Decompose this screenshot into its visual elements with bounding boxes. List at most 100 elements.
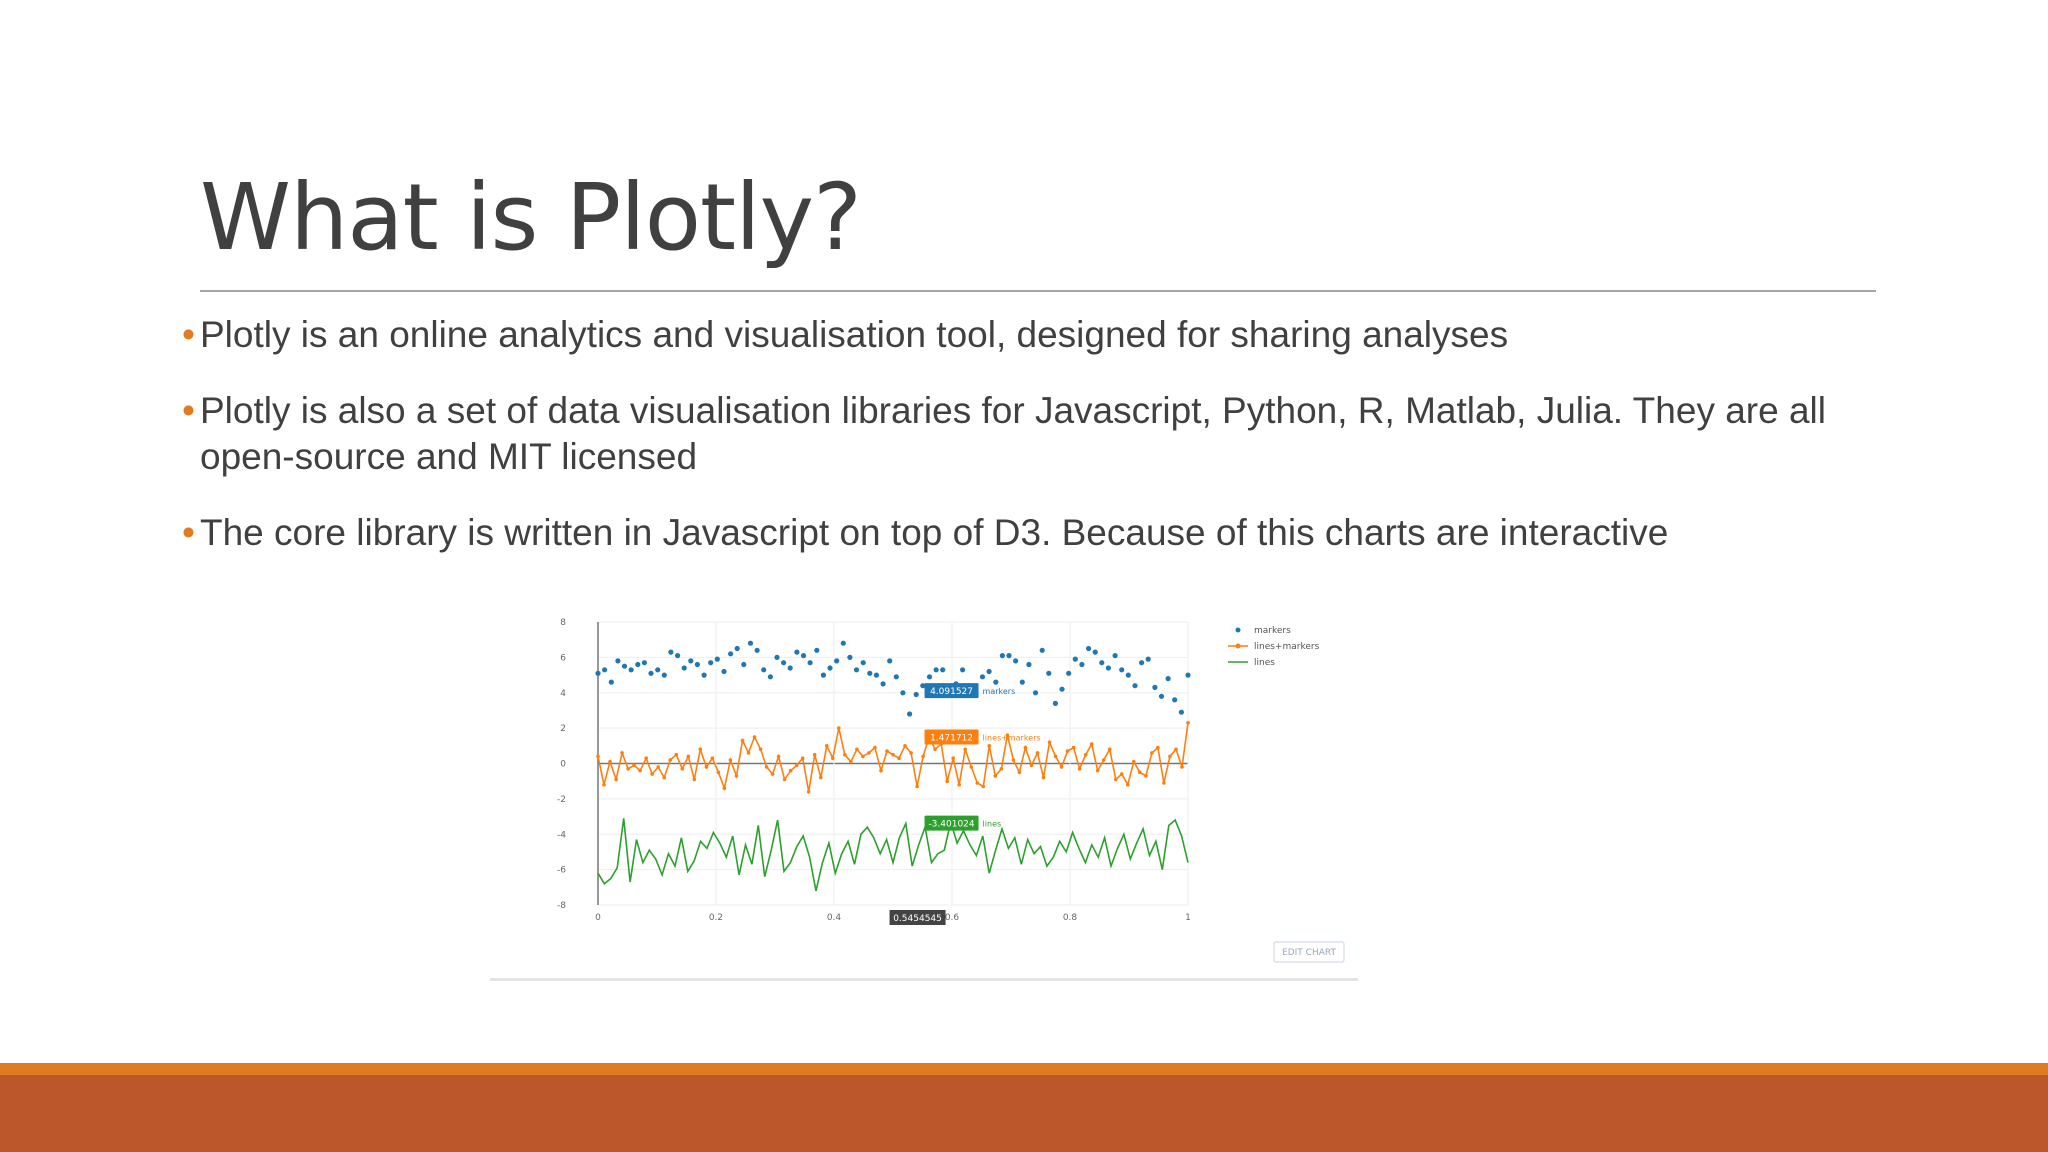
legend-marker [1235, 627, 1241, 633]
data-point-lines+markers [933, 747, 937, 752]
data-point-lines+markers [692, 777, 697, 782]
data-point-markers [635, 661, 641, 668]
data-point-lines+markers [987, 744, 992, 748]
data-point-lines+markers [975, 781, 980, 785]
data-point-lines+markers [674, 752, 679, 757]
data-point-lines+markers [710, 756, 715, 760]
data-point-markers [1026, 661, 1032, 668]
data-point-lines+markers [1065, 749, 1070, 753]
data-point-markers [767, 674, 773, 680]
data-point-lines+markers [1047, 740, 1052, 745]
data-point-markers [887, 658, 893, 664]
data-point-lines+markers [662, 775, 666, 780]
data-point-markers [754, 647, 760, 653]
data-point-lines+markers [608, 759, 612, 764]
data-point-lines+markers [873, 745, 877, 750]
data-point-markers [681, 665, 687, 671]
hover-label-box [924, 683, 979, 699]
data-point-lines+markers [1011, 758, 1016, 762]
data-point-lines+markers [806, 790, 811, 794]
data-point-markers [1032, 690, 1039, 696]
data-point-lines+markers [1077, 767, 1082, 771]
footer-band [0, 1075, 2048, 1152]
data-point-markers [675, 653, 681, 659]
data-point-markers [1119, 667, 1125, 673]
data-point-markers [1013, 658, 1019, 664]
data-point-markers [986, 668, 992, 675]
data-point-lines+markers [891, 752, 895, 757]
data-point-lines+markers [1126, 782, 1130, 787]
data-point-lines+markers [632, 763, 636, 768]
data-point-lines+markers [1162, 781, 1166, 785]
hover-label-value: 4.091527 [930, 687, 973, 697]
data-point-markers [1172, 697, 1178, 703]
data-point-markers [1059, 686, 1065, 692]
data-point-markers [1039, 647, 1045, 653]
data-point-lines+markers [915, 784, 919, 789]
data-point-lines+markers [1156, 745, 1160, 750]
data-point-lines+markers [981, 784, 986, 789]
y-tick-label: -8 [557, 901, 566, 911]
y-tick-label: 2 [560, 724, 566, 734]
data-point-markers [940, 667, 946, 673]
data-point-lines+markers [1059, 765, 1064, 769]
data-point-markers [893, 674, 899, 680]
x-hover-label: 0.5454545 [893, 914, 942, 924]
data-point-lines+markers [1101, 758, 1106, 762]
data-point-markers [1165, 676, 1171, 682]
data-point-lines+markers [957, 782, 961, 787]
legend-entry-label: markers [1254, 626, 1291, 636]
data-point-markers [1112, 653, 1118, 659]
bullet-list: • Plotly is an online analytics and visua… [182, 312, 1882, 586]
data-point-lines+markers [812, 752, 817, 757]
series-line-lines [597, 818, 1189, 892]
data-point-lines+markers [740, 738, 745, 743]
data-point-markers [641, 660, 647, 666]
data-point-markers [834, 658, 840, 664]
data-point-markers [602, 667, 608, 673]
data-point-lines+markers [837, 726, 841, 730]
data-point-lines+markers [770, 772, 775, 776]
data-point-lines+markers [903, 744, 907, 748]
data-point-markers [714, 656, 720, 662]
data-point-lines+markers [680, 767, 685, 771]
x-tick-label: 0.8 [1063, 913, 1078, 923]
x-tick-label: 1 [1185, 913, 1191, 923]
data-point-markers [873, 672, 879, 678]
legend-entry-label: lines+markers [1254, 642, 1320, 652]
data-point-markers [999, 653, 1005, 659]
data-point-lines+markers [782, 777, 787, 782]
data-point-markers [1105, 665, 1111, 671]
data-point-lines+markers [921, 754, 925, 759]
edit-chart-label: EDIT CHART [1282, 948, 1336, 958]
data-point-lines+markers [614, 777, 618, 782]
data-point-lines+markers [999, 767, 1004, 771]
y-tick-label: 0 [560, 760, 566, 770]
data-point-lines+markers [1089, 742, 1094, 746]
data-point-markers [621, 663, 628, 669]
data-point-markers [1006, 653, 1012, 659]
bullet-text: Plotly is also a set of data visualisati… [200, 390, 1826, 477]
data-point-markers [655, 667, 661, 673]
edit-chart-button [1273, 941, 1345, 963]
plotly-chart-image: 8 6 4 2 0 -2 -4 -6 -8 0 0.2 0.4 0.6 0.8 1 4.091527 marke… [488, 600, 1358, 980]
data-point-markers [794, 649, 800, 655]
hover-label-name: lines [983, 820, 1002, 829]
data-point-markers [741, 661, 747, 668]
data-point-markers [827, 665, 833, 671]
data-point-markers [1178, 709, 1184, 715]
data-point-markers [1052, 700, 1058, 706]
data-point-markers [920, 683, 926, 689]
hover-label-name: markers [983, 687, 1016, 696]
data-point-lines+markers [698, 747, 703, 752]
data-point-markers [880, 681, 886, 687]
data-point-lines+markers [794, 763, 799, 768]
data-point-lines+markers [686, 754, 691, 759]
data-point-lines+markers [1180, 765, 1184, 769]
data-point-markers [761, 667, 767, 673]
data-point-markers [907, 711, 913, 717]
data-point-lines+markers [1023, 745, 1028, 750]
data-point-markers [701, 672, 707, 678]
data-point-lines+markers [800, 756, 805, 760]
data-point-markers [615, 658, 621, 664]
